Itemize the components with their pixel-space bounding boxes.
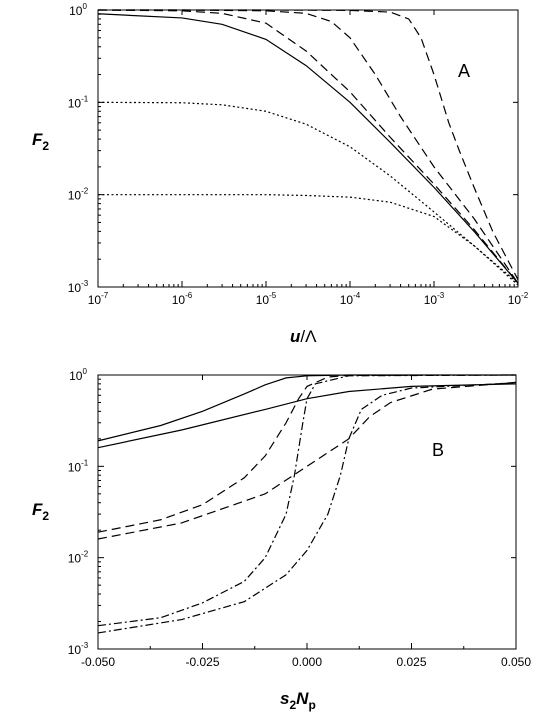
panel-a-series-5-dotted-line: [97, 101, 519, 284]
panel-b: -0.050 -0.025 0.000 0.025 0.050 10-3 10-2 10-1 1…: [32, 367, 531, 712]
panel-a-ticks: 10-7 10-6 10-5 10-4 10-3 10-2 10-3 10-2 10-1 100: [68, 2, 529, 307]
panel-a-series-4-dashed-line: [98, 9, 519, 280]
panel-b-series-2-solid-line: [97, 383, 517, 449]
panel-a: 10-7 10-6 10-5 10-4 10-3 10-210-310-210-1100 …: [32, 2, 529, 346]
panel-b-x-tick-label: -0.025: [185, 655, 219, 669]
panel-a-y-tick-label: 100: [69, 2, 87, 18]
panel-a-letter: A: [458, 61, 470, 81]
panel-a-curves: [97, 9, 519, 286]
panel-b-y-tick-label: 100: [69, 367, 87, 383]
panel-a-y-axis-label: F2: [32, 130, 49, 153]
panel-b-letter: B: [432, 440, 444, 460]
panel-b-y-axis-label: F2: [32, 500, 49, 523]
panel-b-series-3-dashed-line: [97, 374, 517, 533]
panel-b-y-tick-label: 10-1: [68, 458, 89, 474]
panel-a-series-1-solid-line: [97, 13, 519, 284]
panel-b-y-tick-label: 10-3: [68, 641, 89, 657]
panel-b-series-1-solid-line: [97, 374, 516, 442]
panel-a-series-3-dashed-line: [98, 9, 519, 284]
panel-a-y-tick-label: 10-1: [68, 94, 89, 110]
panel-b-x-axis-label: s2Np: [280, 689, 316, 712]
panel-b-y-tick-label: 10-2: [68, 550, 89, 566]
panel-a-series-6-dotted-line: [98, 194, 519, 286]
panel-a-frame: [97, 9, 519, 288]
panel-b-x-tick-label: 0.025: [396, 655, 426, 669]
panel-a-x-tick-label: 10-7: [88, 291, 109, 307]
panel-a-x-tick-label: 10-4: [340, 291, 361, 307]
panel-b-curves: [97, 374, 517, 634]
panel-a-x-tick-label: 10-3: [424, 291, 445, 307]
panel-a-x-tick-label: 10-2: [508, 291, 529, 307]
panel-b-ticks: -0.050 -0.025 0.000 0.025 0.050 10-3 10-2 10-1 1…: [68, 367, 532, 669]
panel-a-x-axis-label: u/Λ: [290, 327, 317, 346]
panel-a-x-tick-label: 10-6: [172, 291, 193, 307]
panel-a-series-2-dashed-line: [97, 9, 519, 284]
panel-b-x-tick-label: 0.000: [292, 655, 322, 669]
panel-b-series-6-dashdot-line: [97, 382, 517, 634]
panel-a-x-tick-label: 10-5: [256, 291, 277, 307]
panel-b-frame: [97, 374, 517, 650]
panel-b-series-4-dashed-line: [97, 381, 517, 540]
panel-b-x-tick-label: 0.050: [501, 655, 531, 669]
panel-a-y-tick-label: 10-2: [68, 187, 89, 203]
panel-a-y-tick-label: 10-3: [68, 279, 89, 295]
panel-b-series-5-dashdot-line: [97, 374, 517, 627]
panel-b-x-tick-label: -0.050: [81, 655, 115, 669]
